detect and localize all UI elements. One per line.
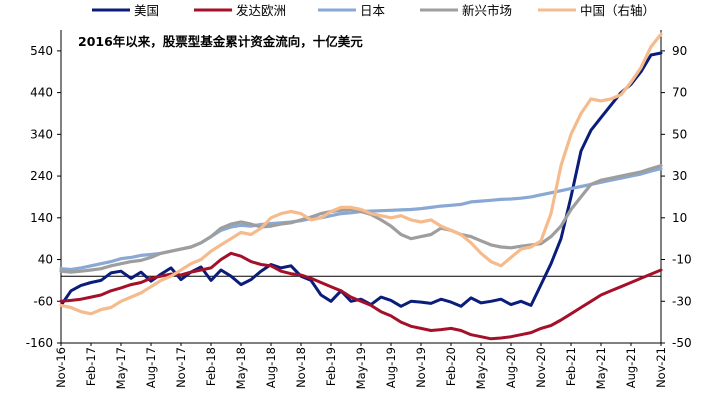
series-line-新兴市场 [59, 164, 663, 274]
x-tick-label: May-19 [354, 347, 368, 389]
legend: 美国 发达欧洲 日本 新兴市场 中国（右轴） [92, 3, 655, 18]
x-tick-label: Aug-21 [624, 347, 638, 388]
x-tick-label: Feb-18 [204, 347, 218, 386]
left-tick-label: 440 [30, 86, 53, 100]
series-line-日本 [59, 167, 663, 272]
x-tick-label: Aug-19 [384, 347, 398, 388]
x-tick-label: Feb-19 [324, 347, 338, 386]
left-tick-label: -60 [33, 294, 53, 308]
x-tick-label: May-21 [594, 347, 608, 389]
x-tick-label: Nov-20 [534, 347, 548, 388]
left-tick-label: -160 [26, 336, 53, 350]
right-tick-label: 30 [672, 169, 687, 183]
x-tick-label: Aug-18 [264, 347, 278, 388]
right-tick-label: -50 [672, 336, 692, 350]
x-tick-label: May-20 [474, 347, 488, 389]
legend-label: 中国（右轴） [580, 3, 655, 18]
x-tick-label: Aug-20 [504, 347, 518, 388]
right-tick-label: -30 [672, 294, 692, 308]
series-layer [59, 32, 663, 341]
right-tick-label: -10 [672, 253, 692, 267]
x-tick-label: Feb-21 [564, 347, 578, 386]
left-tick-label: 140 [30, 211, 53, 225]
x-tick-label: May-17 [114, 347, 128, 389]
right-tick-label: 90 [672, 44, 687, 58]
x-tick-label: Feb-17 [84, 347, 98, 386]
legend-label: 新兴市场 [462, 3, 512, 18]
series-line-发达欧洲 [59, 251, 663, 341]
legend-label: 日本 [360, 3, 386, 18]
x-tick-label: Aug-17 [144, 347, 158, 388]
right-tick-label: 50 [672, 127, 687, 141]
x-tick-label: May-18 [234, 347, 248, 389]
left-tick-label: 540 [30, 44, 53, 58]
left-tick-label: 40 [38, 253, 53, 267]
series-line-中国（右轴） [59, 32, 663, 316]
x-tick-label: Nov-19 [414, 347, 428, 388]
x-tick-label: Nov-21 [654, 347, 668, 388]
legend-label: 美国 [134, 3, 159, 18]
series-line-美国 [59, 51, 663, 308]
x-tick-label: Nov-17 [174, 347, 188, 388]
x-tick-label: Nov-16 [54, 347, 68, 388]
x-tick-label: Nov-18 [294, 347, 308, 388]
right-tick-label: 10 [672, 211, 687, 225]
left-tick-label: 240 [30, 169, 53, 183]
right-tick-label: 70 [672, 86, 687, 100]
x-tick-label: Feb-20 [444, 347, 458, 386]
axes: 540 440 340 240 140 40 -60 -160 90 70 50 30 10 -10 -30… [26, 30, 692, 389]
left-tick-label: 340 [30, 127, 53, 141]
chart-title: 2016年以来，股票型基金累计资金流向，十亿美元 [78, 34, 363, 49]
legend-label: 发达欧洲 [236, 3, 286, 18]
